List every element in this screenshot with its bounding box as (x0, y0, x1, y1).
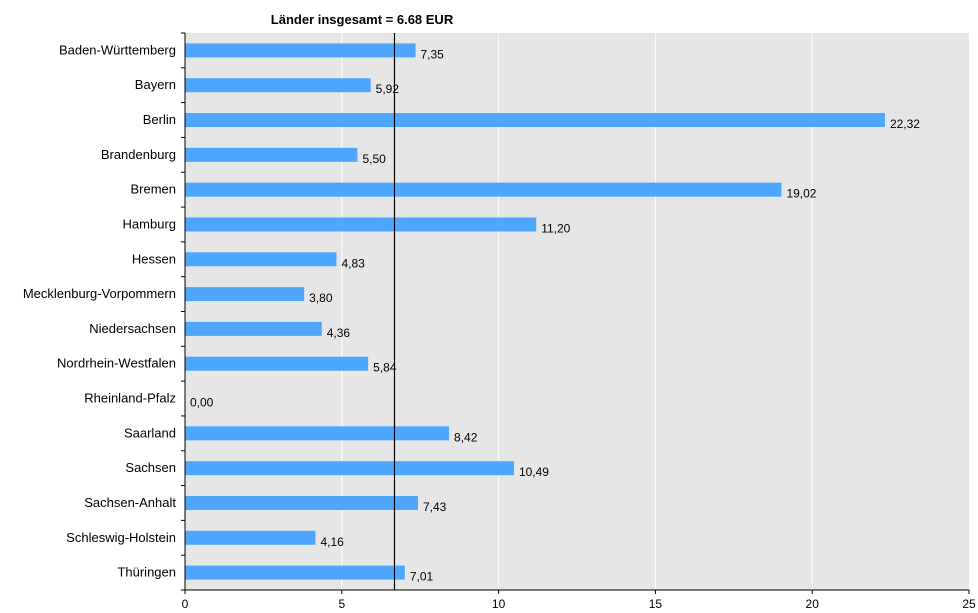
category-label: Hessen (132, 251, 176, 266)
value-label: 0,00 (190, 396, 214, 410)
bar (185, 182, 782, 197)
x-tick-label: 15 (649, 597, 663, 611)
bar (185, 217, 537, 232)
category-label: Hamburg (123, 216, 176, 231)
bar (185, 43, 416, 58)
value-label: 11,20 (541, 221, 570, 235)
value-labels: 7,35 5,92 22,32 5,50 19,02 11,20 4,83 3,80 4,36 5… (190, 47, 920, 583)
value-label: 22,32 (890, 117, 920, 131)
value-label: 10,49 (519, 465, 549, 479)
bar (185, 461, 514, 476)
bar (185, 530, 316, 545)
bar (185, 252, 337, 267)
reference-line-label: Länder insgesamt = 6.68 EUR (271, 12, 454, 27)
bar (185, 78, 371, 93)
category-label: Thüringen (117, 565, 176, 580)
category-label: Schleswig-Holstein (66, 530, 176, 545)
value-label: 4,83 (341, 256, 365, 270)
value-label: 5,50 (362, 152, 386, 166)
value-label: 3,80 (309, 291, 333, 305)
category-label: Saarland (124, 425, 176, 440)
bars (185, 43, 885, 580)
category-label: Rheinland-Pfalz (84, 391, 176, 406)
value-label: 7,01 (410, 570, 434, 584)
value-label: 4,36 (327, 326, 351, 340)
x-tick-label: 5 (338, 597, 345, 611)
value-label: 8,42 (454, 430, 478, 444)
bar (185, 287, 305, 302)
category-label: Bremen (130, 182, 176, 197)
category-labels: Baden-Württemberg Bayern Berlin Brandenburg… (23, 42, 177, 579)
value-label: 7,43 (423, 500, 447, 514)
bar (185, 147, 358, 162)
bar (185, 113, 885, 128)
value-label: 5,92 (376, 82, 400, 96)
category-label: Brandenburg (101, 147, 176, 162)
value-label: 19,02 (786, 187, 816, 201)
value-label: 7,35 (420, 47, 444, 61)
category-label: Mecklenburg-Vorpommern (23, 286, 176, 301)
category-label: Niedersachsen (89, 321, 176, 336)
bar (185, 495, 419, 510)
x-tick-label: 25 (962, 597, 976, 611)
x-tick-label: 20 (806, 597, 820, 611)
bar (185, 356, 369, 371)
category-label: Baden-Württemberg (59, 42, 176, 57)
bar (185, 426, 450, 441)
category-label: Sachsen (125, 460, 176, 475)
x-tick-label: 10 (492, 597, 506, 611)
category-label: Nordrhein-Westfalen (57, 356, 176, 371)
bar (185, 565, 405, 580)
tick-labels: 0 5 10 15 20 25 (182, 597, 976, 611)
category-label: Bayern (135, 77, 176, 92)
bar (185, 321, 322, 336)
value-label: 4,16 (320, 535, 344, 549)
category-label: Berlin (143, 112, 176, 127)
x-tick-label: 0 (182, 597, 189, 611)
axes (181, 32, 970, 594)
category-label: Sachsen-Anhalt (84, 495, 176, 510)
value-label: 5,84 (373, 361, 397, 375)
